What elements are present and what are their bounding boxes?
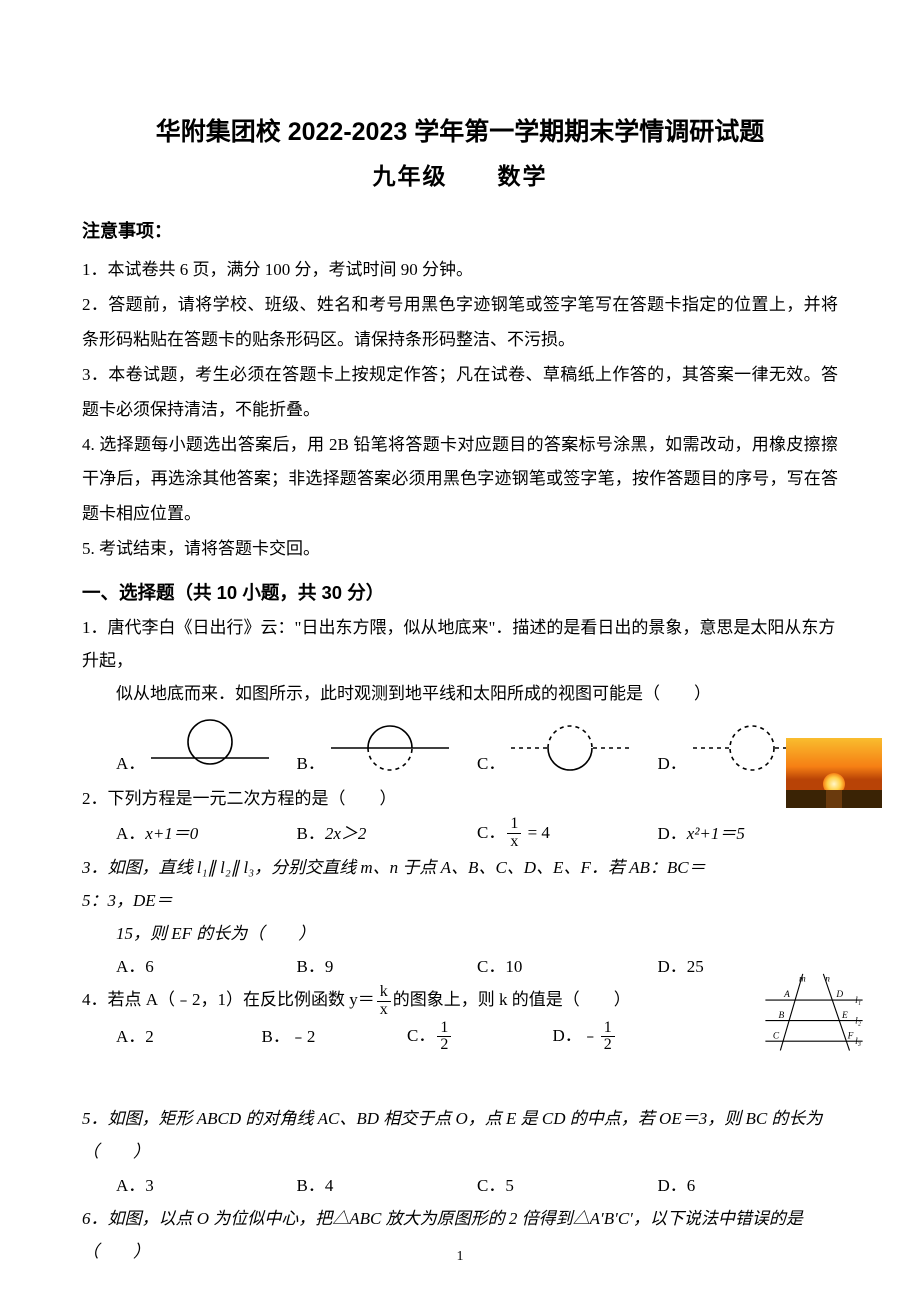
- q2-B-label: B．: [297, 824, 325, 843]
- svg-text:m: m: [799, 974, 806, 984]
- q1-option-B-icon: [325, 716, 455, 780]
- q3-A: A．6: [116, 950, 297, 983]
- exam-title: 华附集团校 2022-2023 学年第一学期期末学情调研试题: [82, 115, 838, 150]
- q2-B-math: 2x＞2: [325, 824, 367, 843]
- q1-options: A． B． C． D．: [82, 716, 838, 780]
- q2-D-label: D．: [658, 824, 687, 843]
- svg-text:l₂: l₂: [855, 1016, 862, 1026]
- notice-head: 注意事项：: [82, 214, 838, 249]
- q5-C: C．5: [477, 1169, 658, 1202]
- q1-option-A-icon: [145, 716, 275, 780]
- q1-B-label: B．: [297, 747, 325, 780]
- exam-subtitle: 九年级 数学: [82, 160, 838, 192]
- spacer: [82, 1054, 838, 1102]
- q5-A: A．3: [116, 1169, 297, 1202]
- q3-B: B．9: [297, 950, 478, 983]
- q3-line2: 15，则 EF 的长为（ ）: [82, 917, 838, 950]
- svg-text:E: E: [841, 1011, 848, 1021]
- q5-stem: 5．如图，矩形 ABCD 的对角线 AC、BD 相交于点 O，点 E 是 CD …: [82, 1102, 838, 1168]
- notice-item-2: 2．答题前，请将学校、班级、姓名和考号用黑色字迹钢笔或签字笔写在答题卡指定的位置…: [82, 288, 838, 358]
- svg-text:l₃: l₃: [855, 1037, 861, 1047]
- q3-choices: A．6 B．9 C．10 D．25: [82, 950, 838, 983]
- q1-D-label: D．: [658, 747, 687, 780]
- notice-item-1: 1．本试卷共 6 页，满分 100 分，考试时间 90 分钟。: [82, 253, 838, 288]
- q2-choices: A．x+1＝0 B．2x＞2 C．1x = 4 D．x²+1＝5: [82, 816, 838, 851]
- q1-A-label: A．: [116, 747, 145, 780]
- q4-frac: kx: [377, 984, 391, 1019]
- page-number: 1: [0, 1243, 920, 1270]
- q4-D: D．﹣12: [553, 1019, 699, 1054]
- q2-A-math: x+1＝0: [145, 824, 198, 843]
- svg-text:B: B: [778, 1011, 784, 1021]
- q4-stem: 4．若点 A（﹣2，1）在反比例函数 y＝kx的图象上，则 k 的值是（ ）: [82, 983, 838, 1018]
- svg-text:l₁: l₁: [855, 996, 861, 1006]
- q1-line1: 1．唐代李白《日出行》云："日出东方隈，似从地底来"．描述的是看日出的景象，意思…: [82, 611, 838, 677]
- q4-C: C．12: [407, 1019, 553, 1054]
- section-1-head: 一、选择题（共 10 小题，共 30 分）: [82, 575, 838, 611]
- q2-stem: 2．下列方程是一元二次方程的是（ ）: [82, 782, 838, 815]
- svg-text:A: A: [783, 990, 790, 1000]
- q2-D-math: x²+1＝5: [687, 824, 745, 843]
- q4-B: B．﹣2: [262, 1020, 408, 1053]
- q2-C-rest: = 4: [528, 823, 550, 842]
- q4-choices: A．2 B．﹣2 C．12 D．﹣12: [82, 1019, 838, 1054]
- q2-C-label: C．: [477, 823, 505, 842]
- q3-line1: 3．如图，直线 l₁∥ l₂∥ l₃，分别交直线 m、n 于点 A、B、C、D、…: [82, 851, 838, 917]
- svg-text:F: F: [847, 1031, 854, 1041]
- sunset-photo: [786, 738, 882, 808]
- q4-A: A．2: [116, 1020, 262, 1053]
- svg-text:C: C: [773, 1031, 780, 1041]
- q5-choices: A．3 B．4 C．5 D．6: [82, 1169, 838, 1202]
- q4-stem-post: 的图象上，则 k 的值是（ ）: [393, 990, 631, 1009]
- notice-item-3: 3．本卷试题，考生必须在答题卡上按规定作答；凡在试卷、草稿纸上作答的，其答案一律…: [82, 358, 838, 428]
- q1-option-C-icon: [505, 716, 635, 780]
- q5-B: B．4: [297, 1169, 478, 1202]
- svg-text:n: n: [825, 974, 830, 984]
- q1-C-label: C．: [477, 747, 505, 780]
- q4-stem-pre: 4．若点 A（﹣2，1）在反比例函数 y＝: [82, 990, 375, 1009]
- notice-item-4: 4. 选择题每小题选出答案后，用 2B 铅笔将答题卡对应题目的答案标号涂黑，如需…: [82, 428, 838, 533]
- q3-figure-icon: m n A B C D E F l₁ l₂ l₃: [758, 972, 870, 1058]
- svg-text:D: D: [835, 990, 843, 1000]
- q3-C: C．10: [477, 950, 658, 983]
- notice-item-5: 5. 考试结束，请将答题卡交回。: [82, 532, 838, 567]
- q2-A-label: A．: [116, 824, 145, 843]
- q1-line2: 似从地底而来．如图所示，此时观测到地平线和太阳所成的视图可能是（ ）: [82, 677, 838, 710]
- q5-D: D．6: [658, 1169, 839, 1202]
- q2-C-frac: 1x: [507, 816, 521, 851]
